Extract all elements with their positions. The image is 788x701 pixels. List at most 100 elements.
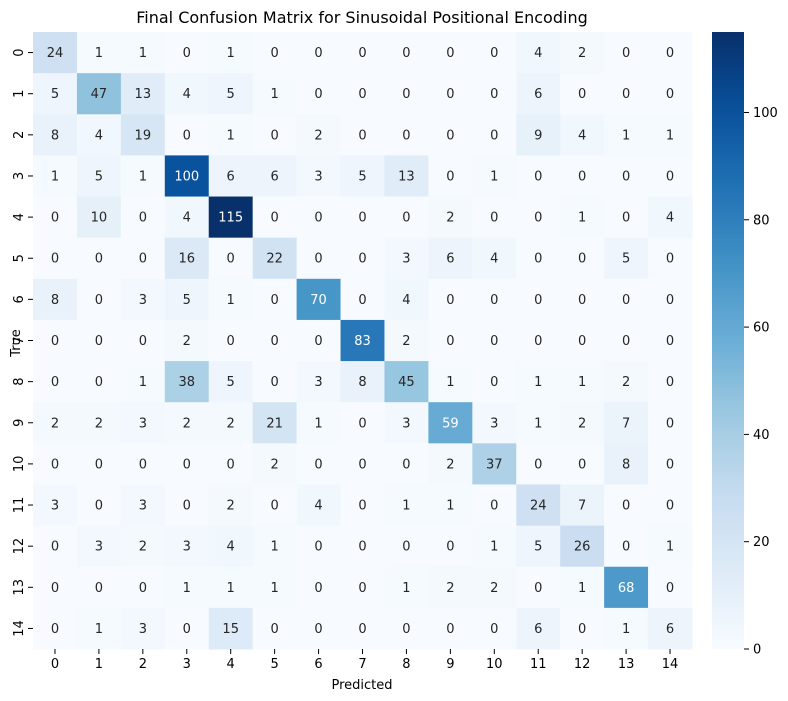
heatmap-cell (252, 155, 298, 198)
heatmap-cell (560, 114, 605, 156)
heatmap-cell (33, 402, 78, 444)
heatmap-cell (472, 607, 517, 650)
heatmap-cell (516, 607, 561, 650)
heatmap-cell (340, 155, 385, 198)
heatmap-cell (516, 361, 561, 403)
heatmap-cell (164, 607, 210, 650)
heatmap-cell (648, 32, 693, 74)
x-tick-label: 0 (51, 657, 59, 672)
colorbar-tick-label: 40 (753, 428, 770, 443)
heatmap-cell (296, 607, 342, 650)
colorbar-tick-label: 80 (753, 213, 770, 228)
y-tick-label: 11 (12, 497, 27, 514)
heatmap-cell (604, 73, 649, 115)
cell-value-label: 0 (183, 46, 191, 61)
heatmap-cell (516, 319, 561, 362)
cell-value-label: 0 (578, 622, 586, 637)
heatmap-cell (33, 525, 78, 568)
heatmap-cell (340, 566, 385, 609)
heatmap-cell (516, 237, 561, 280)
heatmap-cell (516, 155, 561, 198)
heatmap-cell (604, 114, 649, 156)
cell-value-label: 0 (358, 252, 366, 267)
cell-value-label: 68 (618, 581, 635, 596)
cell-value-label: 0 (270, 128, 278, 143)
heatmap-cell (604, 484, 649, 527)
cell-value-label: 24 (530, 499, 547, 514)
cell-value-label: 0 (666, 457, 674, 472)
cell-value-label: 0 (95, 499, 103, 514)
cell-value-label: 4 (183, 87, 191, 102)
cell-value-label: 0 (183, 622, 191, 637)
heatmap-cell (164, 361, 210, 403)
cell-value-label: 5 (227, 375, 235, 390)
heatmap-cell (164, 73, 210, 115)
cell-value-label: 2 (51, 416, 59, 431)
cell-value-label: 1 (622, 622, 630, 637)
heatmap-cell (516, 196, 561, 239)
cell-value-label: 2 (578, 46, 586, 61)
heatmap-cell (560, 443, 605, 485)
cell-value-label: 4 (490, 252, 498, 267)
cell-value-label: 1 (578, 581, 586, 596)
heatmap-cell (340, 484, 385, 527)
heatmap-cell (164, 155, 210, 198)
cell-value-label: 13 (135, 87, 152, 102)
cell-value-label: 0 (314, 581, 322, 596)
x-tick-label: 1 (95, 657, 103, 672)
heatmap-cell (164, 114, 210, 156)
cell-value-label: 3 (139, 622, 147, 637)
heatmap-cell (33, 607, 78, 650)
cell-value-label: 3 (490, 416, 498, 431)
cell-value-label: 2 (446, 457, 454, 472)
cell-value-label: 0 (446, 540, 454, 555)
heatmap-cell (208, 566, 254, 609)
cell-value-label: 9 (534, 128, 542, 143)
cell-value-label: 0 (51, 457, 59, 472)
cell-value-label: 0 (270, 375, 278, 390)
cell-value-label: 3 (314, 375, 322, 390)
cell-value-label: 0 (578, 457, 586, 472)
cell-value-label: 1 (227, 46, 235, 61)
heatmap-cell (428, 525, 473, 568)
heatmap-cell (76, 32, 122, 74)
cell-value-label: 0 (270, 499, 278, 514)
cell-value-label: 2 (183, 334, 191, 349)
cell-value-label: 0 (490, 334, 498, 349)
cell-value-label: 0 (446, 87, 454, 102)
heatmap-cell (208, 32, 254, 74)
heatmap-cell (164, 319, 210, 362)
heatmap-cell (472, 484, 517, 527)
cell-value-label: 1 (227, 293, 235, 308)
heatmap-cell (120, 319, 166, 362)
heatmap-cell (516, 73, 561, 115)
x-tick-label: 8 (402, 657, 410, 672)
heatmap-cell (604, 319, 649, 362)
cell-value-label: 0 (446, 46, 454, 61)
heatmap-cell (120, 607, 166, 650)
heatmap-cell (76, 607, 122, 650)
heatmap-cell (428, 196, 473, 239)
cell-value-label: 2 (227, 416, 235, 431)
cell-value-label: 0 (139, 457, 147, 472)
y-tick-label: 7 (12, 336, 27, 344)
cell-value-label: 0 (183, 499, 191, 514)
cell-value-label: 0 (578, 252, 586, 267)
heatmap-cell (120, 361, 166, 403)
cell-value-label: 0 (622, 334, 630, 349)
cell-value-label: 1 (183, 581, 191, 596)
cell-value-label: 1 (227, 128, 235, 143)
y-tick-label: 0 (12, 48, 27, 56)
cell-value-label: 1 (578, 375, 586, 390)
heatmap-cell (648, 402, 693, 444)
heatmap-cell (560, 361, 605, 403)
heatmap-cell (648, 196, 693, 239)
heatmap-cell (516, 484, 561, 527)
cell-value-label: 0 (402, 128, 410, 143)
x-tick-label: 5 (270, 657, 278, 672)
cell-value-label: 3 (183, 540, 191, 555)
cell-value-label: 2 (622, 375, 630, 390)
y-tick-label: 1 (12, 90, 27, 98)
heatmap-cell (33, 155, 78, 198)
